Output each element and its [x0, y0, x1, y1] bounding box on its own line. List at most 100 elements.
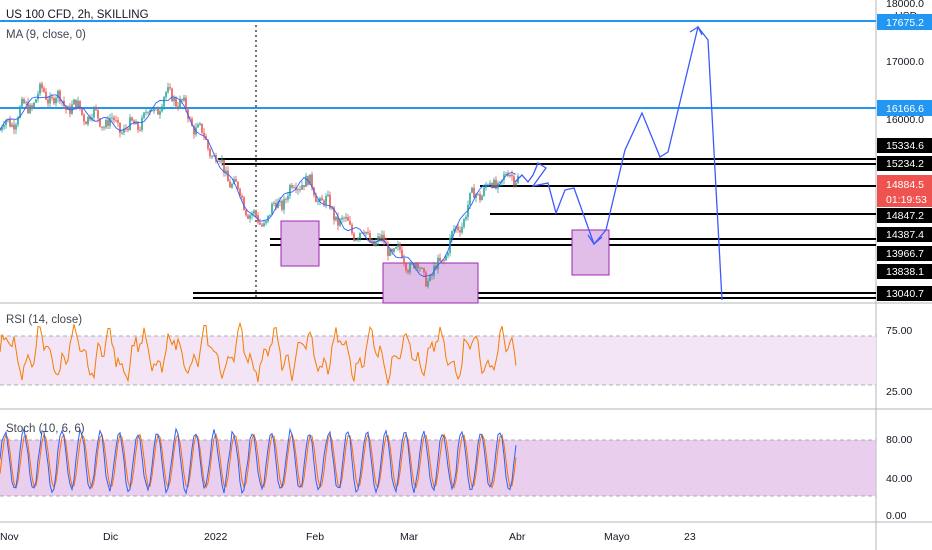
candle-body [0, 129, 1, 131]
candle-body [33, 102, 35, 108]
time-label-23: 23 [684, 531, 696, 543]
candle-body [181, 99, 183, 101]
candle-body [255, 210, 257, 216]
candle-body [41, 83, 43, 89]
candle-body [369, 233, 371, 243]
candle-body [443, 260, 445, 262]
candle-body [327, 194, 329, 197]
candle-body [117, 120, 119, 123]
stoch-tick-40: 40.00 [886, 473, 912, 485]
stoch-tick-0: 0.00 [886, 510, 907, 522]
candle-body [451, 231, 453, 238]
candle-body [217, 160, 219, 162]
candle-body [207, 139, 209, 149]
stoch-d-line [0, 432, 517, 490]
candle-body [513, 176, 515, 186]
candle-body [397, 244, 399, 247]
candle-body [231, 183, 233, 188]
candle-body [389, 248, 391, 256]
candle-body [431, 274, 433, 276]
candle-body [23, 98, 25, 104]
candle-body [155, 108, 157, 110]
candle-body [291, 185, 293, 188]
candle-body [59, 90, 61, 102]
candle-body [493, 179, 495, 188]
stoch-indicator-label[interactable]: Stoch (10, 6, 6) [6, 423, 85, 435]
zone-box-1[interactable] [280, 220, 320, 267]
candle-body [343, 217, 345, 219]
candle-body [425, 272, 427, 287]
candle-body [423, 267, 425, 273]
candle-body [421, 267, 423, 269]
candle-body [321, 198, 323, 201]
zone-box-2[interactable] [382, 262, 479, 304]
candle-body [237, 181, 239, 189]
candle-body [365, 231, 367, 234]
time-label-nov: Nov [0, 531, 19, 543]
candle-body [201, 123, 203, 133]
candle-body [489, 183, 491, 185]
candle-body [17, 117, 19, 125]
candle-body [287, 195, 289, 200]
candle-body [253, 210, 255, 214]
candle-body [485, 185, 487, 188]
candle-body [93, 107, 95, 118]
rsi-indicator-label[interactable]: RSI (14, close) [6, 314, 83, 326]
candle-body [173, 97, 175, 102]
candle-body [125, 128, 127, 130]
candle-body [167, 87, 169, 93]
time-label-feb: Feb [306, 531, 324, 543]
candle-body [21, 98, 23, 107]
candle-body [333, 207, 335, 221]
projection-path[interactable] [514, 25, 723, 301]
candle-body [297, 189, 299, 191]
ma-indicator-label[interactable]: MA (9, close, 0) [6, 29, 86, 41]
candle-body [401, 249, 403, 259]
candle-body [113, 117, 115, 121]
candle-body [491, 183, 493, 188]
candle-body [119, 122, 121, 133]
candle-body [279, 200, 281, 202]
candle-body [395, 246, 397, 249]
candle-body [51, 96, 53, 98]
price-tick-16000: 16000.0 [886, 114, 924, 126]
label-s2: 14387.4 [886, 229, 924, 241]
rsi-line [0, 321, 517, 384]
candle-body [145, 111, 147, 113]
candle-body [219, 160, 221, 162]
rsi-tick-25: 25.00 [886, 386, 912, 398]
candle-body [507, 174, 509, 177]
candle-body [359, 232, 361, 239]
candle-body [373, 240, 375, 246]
candle-body [53, 97, 55, 104]
candle-body [419, 268, 421, 270]
candle-body [477, 193, 479, 195]
candle-body [129, 117, 131, 130]
candle-body [3, 125, 5, 128]
candle-body [453, 228, 455, 232]
candle-body [263, 223, 265, 227]
time-label-mayo: Mayo [604, 531, 630, 543]
candle-body [269, 214, 271, 216]
candle-body [357, 238, 359, 240]
candle-body [247, 215, 249, 219]
candle-body [271, 203, 273, 215]
candle-body [199, 123, 201, 125]
candle-body [49, 96, 51, 104]
candle-body [91, 117, 93, 120]
candle-body [89, 116, 91, 120]
candle-body [265, 221, 267, 224]
symbol-title[interactable]: US 100 CFD, 2h, SKILLING [6, 9, 149, 21]
candle-body [105, 120, 107, 128]
candle-body [227, 170, 229, 182]
candle-body [121, 132, 123, 134]
candle-body [175, 97, 177, 107]
candle-body [399, 244, 401, 250]
candle-body [153, 108, 155, 112]
candle-body [299, 189, 301, 191]
zone-box-3[interactable] [571, 229, 610, 276]
candle-body [471, 187, 473, 193]
price-tick-17000: 17000.0 [886, 56, 924, 68]
candle-body [71, 104, 73, 114]
